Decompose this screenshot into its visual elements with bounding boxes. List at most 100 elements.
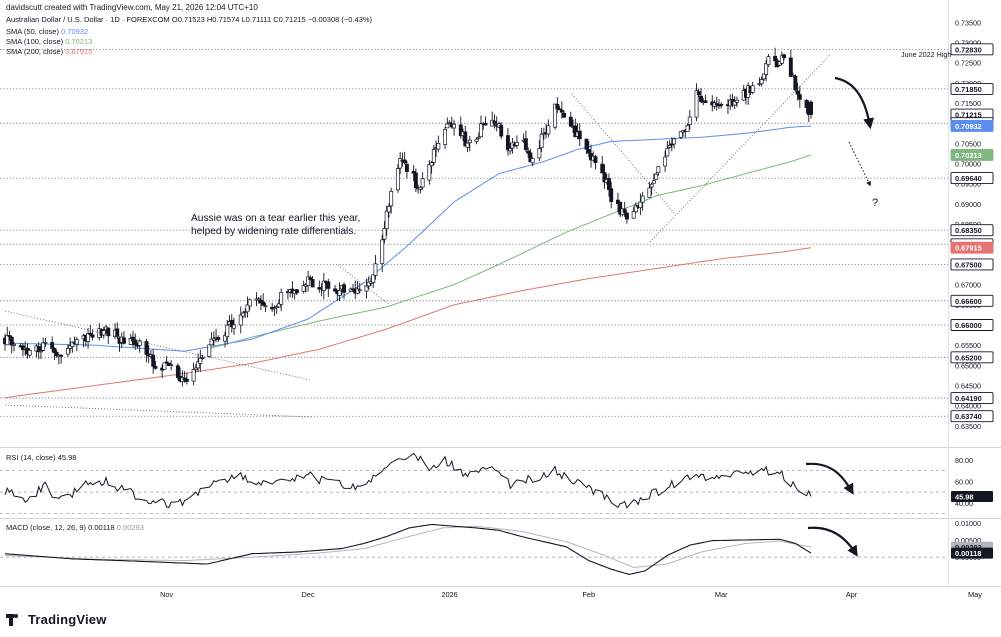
- candle-body: [568, 116, 573, 127]
- candle-body: [607, 178, 611, 190]
- level-label: 0.70932: [955, 122, 982, 131]
- candle-body: [782, 54, 787, 59]
- rsi-tick-label: 80.00: [955, 456, 973, 465]
- candle-body: [764, 63, 769, 75]
- candle-body: [750, 85, 755, 93]
- candle-body: [443, 129, 448, 146]
- candle-body: [342, 284, 346, 293]
- candle-body: [429, 162, 434, 167]
- sma50-value: 0.70932: [61, 27, 89, 36]
- trend-line-low: [4, 404, 313, 418]
- candle-body: [427, 164, 432, 181]
- candle-body: [458, 124, 463, 137]
- rsi-legend[interactable]: RSI (14, close) 45.98: [6, 453, 76, 462]
- candle-body: [245, 304, 250, 313]
- candle-body: [622, 208, 627, 213]
- level-label: 0.66600: [955, 297, 982, 306]
- rsi-bearish-arrow: [805, 462, 854, 495]
- rsi-last-box: [951, 490, 993, 502]
- candle-body: [573, 125, 578, 138]
- candle-body: [402, 159, 407, 164]
- rsi-line: [4, 452, 812, 509]
- level-label: 0.72830: [955, 45, 982, 54]
- candle-body: [553, 103, 558, 128]
- candle-body: [714, 103, 719, 106]
- symbol-info: Australian Dollar / U.S. Dollar · 1D · F…: [6, 15, 373, 24]
- candle-body: [624, 212, 629, 220]
- price-tick-label: 0.64000: [955, 402, 981, 411]
- candle-body: [310, 279, 315, 288]
- candle-body: [162, 362, 167, 370]
- candle-body: [577, 130, 582, 140]
- candle-body: [191, 369, 196, 382]
- candle-body: [41, 342, 46, 351]
- question-mark: ?: [872, 197, 878, 209]
- candle-body: [247, 299, 252, 307]
- candle-body: [788, 57, 793, 77]
- candle-body: [732, 101, 737, 106]
- trend-line-mar: [571, 93, 675, 214]
- level-label: 0.67500: [955, 260, 982, 269]
- candle-body: [447, 121, 452, 124]
- candle-body: [734, 99, 739, 103]
- candle-body: [665, 148, 670, 157]
- sma100-legend[interactable]: SMA (100, close) 0.70213: [6, 37, 92, 46]
- candle-body: [216, 337, 221, 340]
- sma50-label: SMA (50, close): [6, 27, 59, 36]
- candle-body: [523, 138, 528, 150]
- trend-line-jan: [337, 264, 391, 306]
- candle-body: [196, 361, 201, 369]
- candle-body: [151, 354, 156, 367]
- candle-body: [463, 131, 468, 147]
- sma50-legend[interactable]: SMA (50, close) 0.70932: [6, 27, 88, 36]
- level-label: 0.67915: [955, 244, 982, 253]
- level-label-box: [950, 43, 994, 56]
- candle-body: [559, 109, 564, 113]
- level-label: 0.71215: [955, 111, 982, 120]
- candle-body: [223, 335, 227, 342]
- macd-last-box: [951, 547, 993, 559]
- level-label: 0.64190: [955, 394, 982, 403]
- candle-body: [804, 99, 809, 108]
- candle-body: [465, 142, 470, 148]
- price-tick-label: 0.71500: [955, 99, 981, 108]
- level-label-box: [950, 319, 994, 331]
- level-label-box: [950, 224, 994, 237]
- candle-body: [371, 274, 376, 283]
- candle-body: [184, 378, 189, 382]
- sma100-label: SMA (100, close): [6, 37, 64, 46]
- candle-body: [131, 336, 135, 342]
- candle-body: [276, 303, 281, 308]
- candle-body: [198, 357, 203, 364]
- candle-body: [101, 330, 106, 336]
- candle-body: [514, 142, 519, 146]
- candle-body: [420, 178, 425, 188]
- sma200-legend[interactable]: SMA (200, close) 0.67915: [6, 47, 92, 56]
- macd-signal-last-label: 0.00293: [955, 543, 982, 552]
- sma200-value: 0.67915: [65, 47, 93, 56]
- level-label: 0.71850: [955, 85, 982, 94]
- macd-legend[interactable]: MACD (close, 12, 26, 9) 0.00118 0.00293: [6, 523, 144, 532]
- level-label-box: [950, 82, 994, 95]
- candle-body: [54, 351, 59, 357]
- candle-body: [321, 280, 326, 291]
- level-label-box: [950, 172, 994, 185]
- candle-body: [555, 104, 560, 110]
- candle-body: [384, 210, 389, 229]
- candle-body: [505, 135, 510, 151]
- level-label-box: [950, 119, 994, 132]
- level-label: 0.63740: [955, 412, 982, 421]
- candle-body: [663, 156, 668, 167]
- brand-name: TradingView: [28, 612, 107, 627]
- candle-body: [12, 343, 16, 346]
- time-axis-label: May: [968, 590, 982, 599]
- candle-body: [279, 291, 284, 305]
- candle-body: [256, 298, 261, 301]
- time-axis-label: 2026: [441, 590, 457, 599]
- time-axis-label: Nov: [160, 590, 173, 599]
- candle-body: [211, 338, 216, 341]
- candle-body: [479, 123, 483, 138]
- tradingview-logo-icon: [6, 613, 23, 626]
- candle-body: [651, 180, 656, 184]
